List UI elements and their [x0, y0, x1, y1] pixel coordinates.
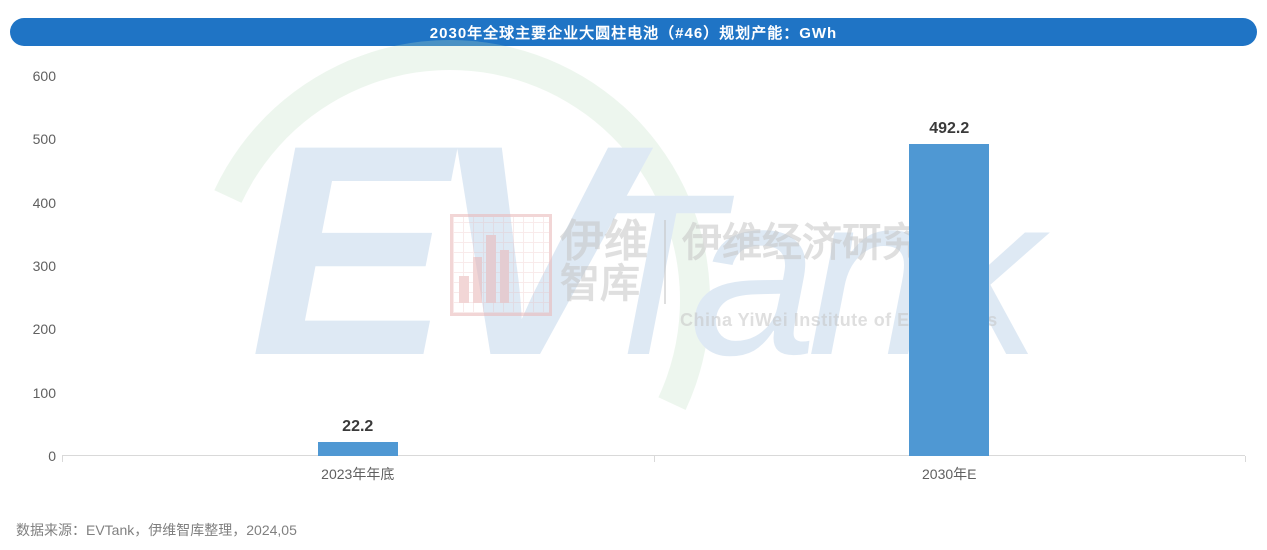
bar-value-label: 492.2 [929, 120, 969, 138]
y-tick-label: 100 [33, 385, 62, 401]
y-tick-label: 300 [33, 258, 62, 274]
y-tick-label: 600 [33, 68, 62, 84]
bar: 492.2 [909, 144, 989, 456]
y-tick-label: 500 [33, 131, 62, 147]
y-tick-label: 400 [33, 195, 62, 211]
chart-area: 0 100 200 300 400 500 600 22.2 2023年年底 492.2 2030年… [0, 46, 1267, 496]
x-tick-mark [654, 456, 655, 462]
y-tick-label: 0 [48, 448, 62, 464]
y-tick-label: 200 [33, 321, 62, 337]
x-tick-mark [62, 456, 63, 462]
bar-value-label: 22.2 [342, 418, 373, 436]
bar: 22.2 [318, 442, 398, 456]
x-tick-mark [1245, 456, 1246, 462]
source-text: 数据来源：EVTank，伊维智库整理，2024,05 [16, 520, 297, 540]
plot-region: 010020030040050060022.22023年年底492.22030年… [62, 76, 1245, 456]
x-category-label: 2023年年底 [321, 464, 394, 484]
chart-title-bar: 2030年全球主要企业大圆柱电池（#46）规划产能：GWh [10, 18, 1257, 46]
x-category-label: 2030年E [922, 464, 976, 484]
chart-title-text: 2030年全球主要企业大圆柱电池（#46）规划产能：GWh [430, 22, 837, 43]
